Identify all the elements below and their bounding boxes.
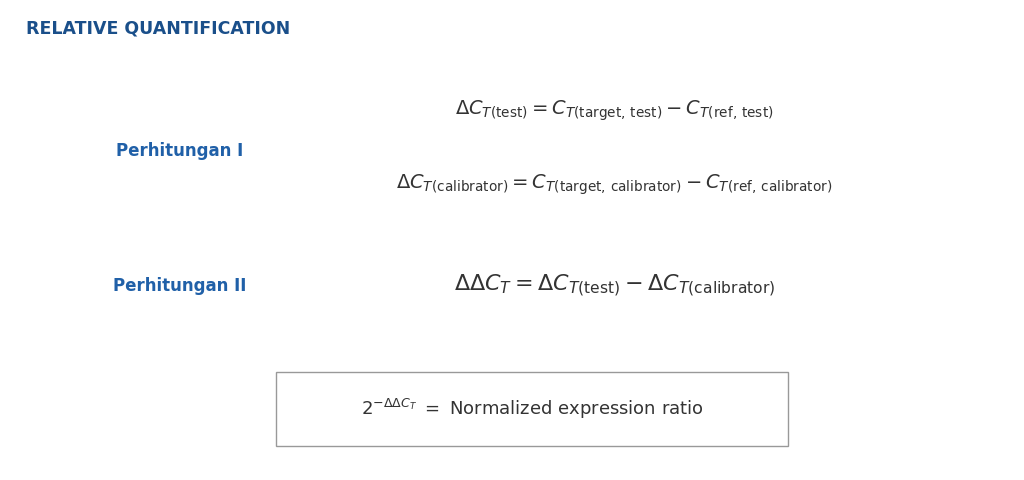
Text: $\Delta\Delta C_{T} = \Delta C_{T\mathsf{(test)}} - \Delta C_{T\mathsf{(calibrat: $\Delta\Delta C_{T} = \Delta C_{T\mathsf… [454,272,775,299]
Text: $\Delta C_{T\mathsf{(calibrator)}} = C_{T\mathsf{(target,\,calibrator)}} - C_{T\: $\Delta C_{T\mathsf{(calibrator)}} = C_{… [396,172,833,197]
Text: Perhitungan I: Perhitungan I [116,142,243,160]
Text: $\Delta C_{T\mathsf{(test)}} = C_{T\mathsf{(target,\,test)}} - C_{T\mathsf{(ref,: $\Delta C_{T\mathsf{(test)}} = C_{T\math… [455,98,774,123]
FancyBboxPatch shape [276,372,788,446]
Text: $2^{-\Delta\Delta C_T}\ =\ \mathsf{Normalized\ expression\ ratio}$: $2^{-\Delta\Delta C_T}\ =\ \mathsf{Norma… [361,397,703,421]
Text: RELATIVE QUANTIFICATION: RELATIVE QUANTIFICATION [26,19,290,37]
Text: Perhitungan II: Perhitungan II [113,276,246,295]
